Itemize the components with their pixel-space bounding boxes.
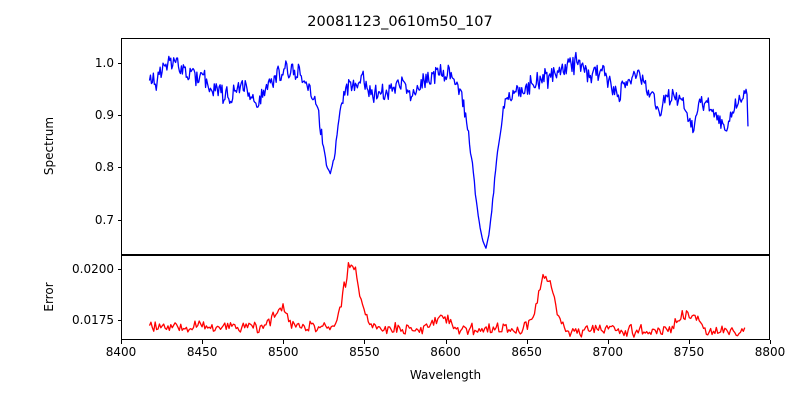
wavelength-x-tick [770,340,772,344]
spectrum-line-series [122,39,769,254]
wavelength-x-tick-label: 8700 [592,345,624,359]
figure-title: 20081123_0610m50_107 [307,14,493,30]
error-y-tick [117,268,121,270]
wavelength-x-tick-label: 8500 [268,345,299,359]
spectrum-y-tick-label: 0.8 [94,160,114,175]
wavelength-x-tick-label: 8550 [349,345,380,359]
wavelength-x-tick-label: 8450 [186,345,218,359]
wavelength-x-tick-label: 8650 [511,345,542,359]
spectrum-y-tick [117,63,121,65]
wavelength-x-tick-label: 8600 [430,345,461,359]
wavelength-x-tick [445,340,447,344]
spectrum-y-tick-label: 0.7 [94,212,114,227]
error-line-series [122,256,769,339]
wavelength-x-tick [121,340,123,344]
spectrum-y-tick [117,115,121,117]
error-axis-label: Error [42,282,56,312]
wavelength-x-tick [607,340,609,344]
wavelength-x-tick [283,340,285,344]
error-y-tick [117,320,121,322]
spectrum-y-tick [117,219,121,221]
wavelength-x-tick [526,340,528,344]
error-y-tick-label: 0.0175 [72,313,114,328]
wavelength-x-tick [688,340,690,344]
wavelength-axis-label: Wavelength [409,368,482,382]
spectrum-y-tick [117,167,121,169]
spectrum-y-tick-label: 0.9 [94,108,114,123]
wavelength-x-tick-label: 8800 [754,345,786,359]
wavelength-x-tick [202,340,204,344]
wavelength-x-tick-label: 8750 [673,345,705,359]
spectrum-y-tick-label: 1.0 [94,56,114,70]
spectrum-plot-area [121,38,770,255]
spectrum-axis-label: Spectrum [42,116,56,176]
wavelength-x-tick-label: 8400 [105,345,137,359]
wavelength-x-tick [364,340,366,344]
error-y-tick-label: 0.0200 [72,261,114,276]
error-plot-area [121,255,770,340]
